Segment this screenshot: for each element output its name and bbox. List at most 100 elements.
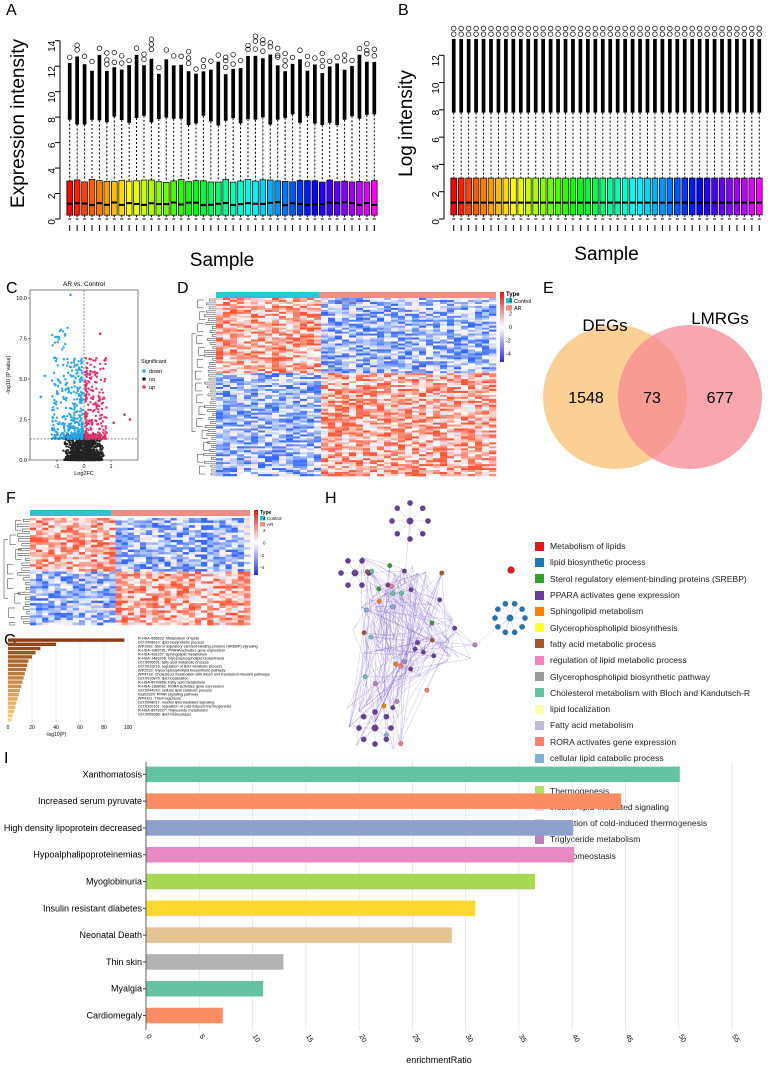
heatmap-cell <box>489 309 497 313</box>
point-down <box>53 382 56 386</box>
heatmap-cell <box>440 351 448 354</box>
heatmap-cell <box>384 379 392 382</box>
box <box>177 179 185 216</box>
outlier-point <box>141 56 147 63</box>
heatmap-cell <box>426 317 434 321</box>
heatmap-cell <box>426 323 434 326</box>
point-down <box>78 368 82 371</box>
heatmap-cell <box>286 299 294 303</box>
heatmap-cell <box>293 329 301 332</box>
heatmap-cell <box>454 325 462 328</box>
heatmap-cell <box>384 315 392 319</box>
heatmap-cell <box>286 327 294 330</box>
outlier-point <box>200 64 207 70</box>
heatmap-cell <box>286 367 294 370</box>
heatmap-cell <box>426 305 434 309</box>
outlier-point <box>734 25 740 32</box>
heatmap-cell <box>251 367 259 370</box>
sample-box <box>614 25 621 231</box>
point-down <box>61 389 64 393</box>
point-down <box>54 359 58 363</box>
heatmap-cell <box>251 377 259 380</box>
heatmap-cell <box>447 327 455 330</box>
heatmap-cell <box>461 353 469 356</box>
heatmap-cell <box>279 357 287 360</box>
heatmap-cell <box>440 387 448 390</box>
heatmap-cell <box>468 321 476 325</box>
heatmap-cell <box>454 387 462 390</box>
heatmap-cell <box>391 353 399 356</box>
heatmap-cell <box>314 315 322 319</box>
heatmap-cell <box>440 343 448 346</box>
outlier-point <box>644 31 651 37</box>
heatmap-cell <box>398 365 406 368</box>
box <box>66 180 73 216</box>
heatmap-cell <box>244 383 252 386</box>
heatmap-cell <box>384 390 392 394</box>
heatmap-cell <box>286 313 294 317</box>
heatmap-cell <box>363 371 371 374</box>
heatmap-cell <box>412 381 420 384</box>
heatmap-cell <box>461 329 469 332</box>
heatmap-cell <box>335 345 343 348</box>
point-down <box>64 406 68 410</box>
point-down <box>77 394 81 398</box>
heatmap-cell <box>412 339 420 342</box>
heatmap-cell <box>475 299 483 303</box>
heatmap-cell <box>349 349 357 352</box>
heatmap-cell <box>405 345 413 348</box>
heatmap-cell <box>447 325 455 328</box>
heatmap-cell <box>440 363 448 366</box>
sample-box <box>103 50 111 231</box>
heatmap-cell <box>440 392 448 396</box>
box <box>532 177 539 216</box>
heatmap-cell <box>349 367 357 370</box>
heatmap-cell <box>412 361 420 364</box>
heatmap-cell <box>230 377 238 380</box>
outlier-point <box>726 25 733 32</box>
heatmap-cell <box>216 347 224 350</box>
sample-box <box>244 42 252 231</box>
heatmap-cell <box>475 381 483 384</box>
heatmap-cell <box>300 345 308 348</box>
outlier-band <box>127 65 131 123</box>
heatmap-cell <box>468 388 476 392</box>
heatmap-cell <box>272 331 280 334</box>
point-up <box>92 403 95 406</box>
heatmap-cell <box>230 383 238 386</box>
outlier-band <box>365 61 369 115</box>
outlier-point <box>518 25 524 32</box>
box <box>348 181 356 216</box>
point-no <box>96 452 99 455</box>
outlier-point <box>341 52 348 58</box>
point-extreme <box>39 395 43 399</box>
heatmap-cell <box>461 345 469 348</box>
heatmap-cell <box>307 388 315 392</box>
heatmap-cell <box>482 353 490 356</box>
heatmap-cell <box>237 298 245 301</box>
heatmap-cell <box>454 331 462 334</box>
heatmap-cell <box>244 355 252 358</box>
heatmap-cell <box>244 321 252 325</box>
point-up <box>94 419 97 422</box>
point-down <box>73 429 77 432</box>
heatmap-cell <box>398 351 406 354</box>
heatmap-cell <box>328 394 336 398</box>
box <box>363 181 371 216</box>
heatmap-cell <box>356 331 364 334</box>
heatmap-cell <box>223 383 231 386</box>
heatmap-cell <box>412 394 420 398</box>
heatmap-cell <box>223 387 231 390</box>
heatmap-cell <box>468 317 476 321</box>
heatmap-cell <box>251 301 259 305</box>
heatmap-cell <box>230 363 238 366</box>
heatmap-cell <box>251 333 259 336</box>
point-down <box>54 434 57 437</box>
heatmap-cell <box>426 325 434 328</box>
heatmap-cell <box>412 313 420 317</box>
sample-box <box>133 45 140 231</box>
heatmap-cell <box>258 369 266 372</box>
heatmap-cell <box>300 313 308 317</box>
heatmap-cell <box>405 379 413 382</box>
heatmap-cell <box>349 373 357 376</box>
